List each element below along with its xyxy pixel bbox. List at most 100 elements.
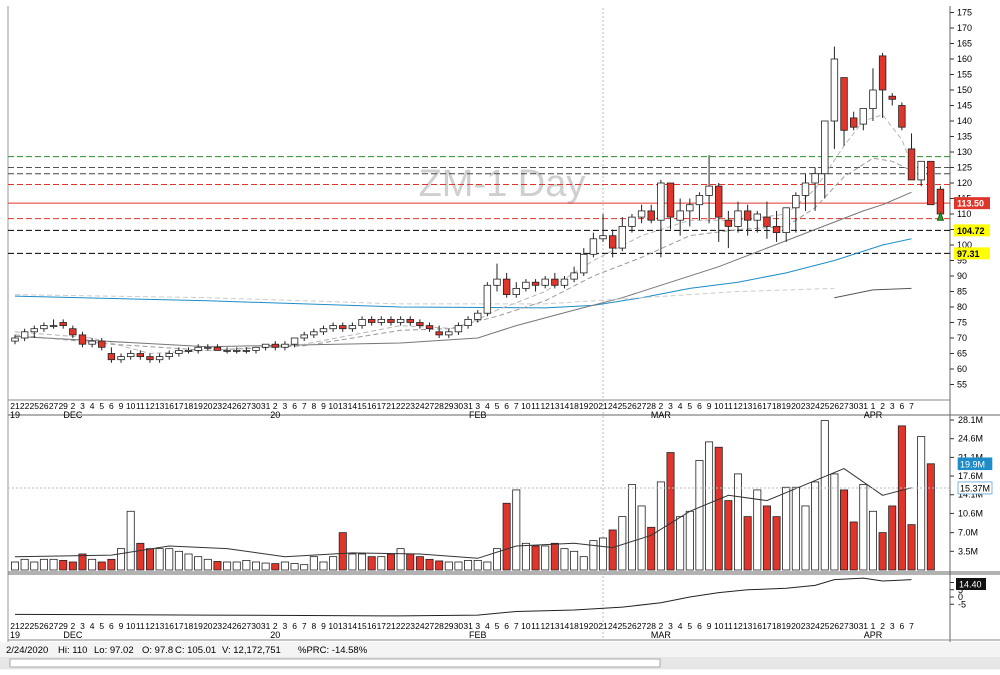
date-tick-label: 3 <box>890 401 895 411</box>
date-tick-label: 3 <box>80 401 85 411</box>
date-tick-label: 27 <box>49 401 59 411</box>
date-tick-label: 20 <box>791 621 801 631</box>
candle-down <box>898 105 906 128</box>
date-tick-label: 31 <box>261 401 271 411</box>
volume-bar-down <box>550 542 559 571</box>
candle-up <box>20 331 29 339</box>
volume-bar-up <box>358 553 367 571</box>
date-tick-label: 21 <box>598 401 608 411</box>
candle-up <box>126 353 135 357</box>
candle-up <box>242 349 251 352</box>
volume-bar-up <box>579 556 588 571</box>
scrollbar-thumb[interactable] <box>9 658 661 668</box>
date-tick-label: 4 <box>90 621 95 631</box>
candle-up <box>290 337 299 345</box>
volume-bar-up <box>396 548 405 571</box>
date-tick-label: 27 <box>242 621 252 631</box>
date-tick-label: 6 <box>109 621 114 631</box>
price-tick-label: 170 <box>957 23 972 33</box>
volume-bar-up <box>560 548 569 571</box>
candle-up <box>512 287 520 295</box>
date-tick-label: 2 <box>70 401 75 411</box>
candle-down <box>878 55 887 91</box>
date-tick-label: 17 <box>377 401 387 411</box>
date-tick-label: 24 <box>810 401 820 411</box>
date-tick-label: 10 <box>126 621 136 631</box>
date-tick-label: 10 <box>328 401 338 411</box>
date-tick-label: 1 <box>871 621 876 631</box>
date-tick-label: 16 <box>367 401 377 411</box>
date-tick-label: 21 <box>10 621 20 631</box>
date-tick-label: 25 <box>820 621 830 631</box>
candle-up <box>686 204 694 212</box>
candle-down <box>666 182 675 218</box>
candle-down <box>146 356 154 361</box>
volume-bar-up <box>261 562 270 571</box>
price-badge-label: 97.31 <box>957 249 980 259</box>
date-tick-label: 18 <box>772 401 782 411</box>
date-tick-label: 22 <box>396 621 406 631</box>
volume-bar-up <box>300 564 309 571</box>
indicator-tick-label: 0 <box>958 592 963 602</box>
date-tick-label: 8 <box>311 401 316 411</box>
candle-up <box>155 356 164 361</box>
date-tick-label: 13 <box>550 401 560 411</box>
month-label: 19 <box>10 630 20 640</box>
date-tick-label: 26 <box>232 621 242 631</box>
candle-up <box>493 278 501 286</box>
date-tick-label: 24 <box>608 401 618 411</box>
volume-tick-label: 10.6M <box>958 508 983 518</box>
candle-up <box>194 346 202 351</box>
date-tick-label: 10 <box>521 621 531 631</box>
date-tick-label: 7 <box>302 401 307 411</box>
date-tick-label: 31 <box>463 621 473 631</box>
date-tick-label: 5 <box>687 621 692 631</box>
price-tick-label: 75 <box>957 318 967 328</box>
volume-bar-up <box>570 550 579 571</box>
volume-bar-up <box>194 556 203 571</box>
date-tick-label: 17 <box>174 401 184 411</box>
date-tick-label: 8 <box>311 621 316 631</box>
volume-bar-up <box>627 484 636 571</box>
candle-up <box>261 343 270 348</box>
volume-tick-label: 24.6M <box>958 434 983 444</box>
date-tick-label: 9 <box>321 621 326 631</box>
date-tick-label: 14 <box>560 621 570 631</box>
date-tick-label: 16 <box>753 621 763 631</box>
volume-bar-up <box>117 548 126 571</box>
volume-bar-down <box>531 545 540 571</box>
volume-bar-up <box>377 556 386 571</box>
date-tick-label: 28 <box>647 401 657 411</box>
candle-up <box>869 89 877 110</box>
date-tick-label: 26 <box>39 401 49 411</box>
candle-up <box>30 328 38 333</box>
volume-bar-down <box>724 500 733 571</box>
date-tick-label: 23 <box>213 401 223 411</box>
candle-up <box>483 284 492 314</box>
date-tick-label: 26 <box>39 621 49 631</box>
date-tick-label: 7 <box>909 401 914 411</box>
date-tick-label: 30 <box>251 621 261 631</box>
date-tick-label: 29 <box>58 621 68 631</box>
candle-up <box>464 318 472 326</box>
volume-bar-down <box>743 516 752 571</box>
date-tick-label: 16 <box>367 621 377 631</box>
date-tick-label: 23 <box>801 401 811 411</box>
volume-bar-up <box>203 558 212 571</box>
volume-bar-down <box>435 560 444 571</box>
month-label: DEC <box>63 630 83 640</box>
volume-bar-up <box>184 553 193 571</box>
volume-bar-down <box>608 529 617 571</box>
date-tick-label: 9 <box>119 401 124 411</box>
candle-up <box>40 325 48 330</box>
date-tick-label: 7 <box>909 621 914 631</box>
candle-down <box>502 278 511 296</box>
volume-bar-down <box>888 505 897 571</box>
date-tick-label: 15 <box>357 401 367 411</box>
date-tick-label: 23 <box>406 401 416 411</box>
volume-bar-up <box>232 561 241 571</box>
date-tick-label: 14 <box>560 401 570 411</box>
candle-up <box>859 108 868 125</box>
